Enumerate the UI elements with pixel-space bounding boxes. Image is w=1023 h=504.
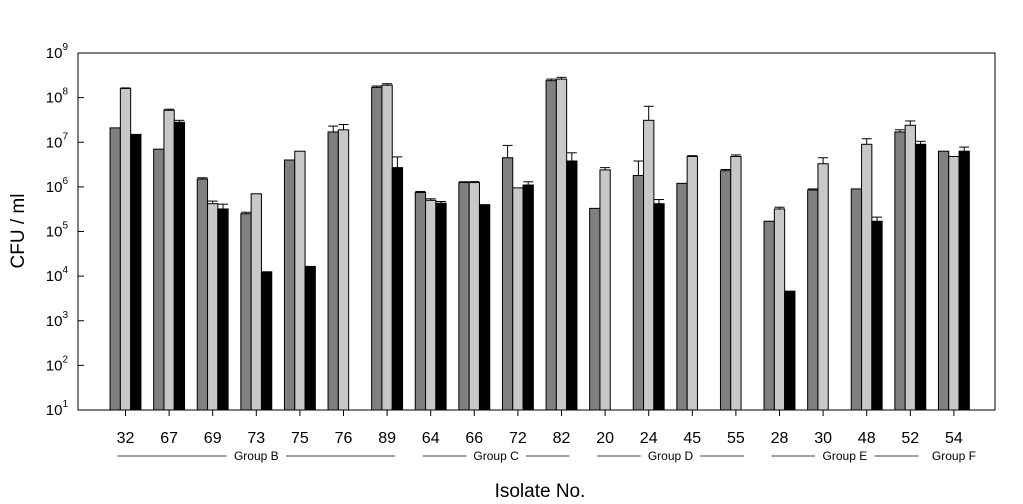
y-axis-label: CFU / ml: [8, 194, 29, 269]
y-tick-label: 101: [46, 399, 69, 419]
bar-69-s3: [217, 208, 229, 411]
bar-24-s2: [643, 119, 655, 411]
x-tick-label: 24: [640, 430, 658, 447]
y-tick-label: 103: [46, 310, 69, 330]
bar-76-s2: [337, 129, 350, 411]
bar-66-s3: [478, 204, 491, 411]
bar-72-s2: [512, 187, 524, 411]
bar-48-s3: [871, 220, 883, 411]
bar-55-s2: [730, 155, 742, 411]
bar-54-s1: [937, 150, 950, 411]
x-tick-label: 28: [771, 430, 789, 447]
bar-24-s3: [653, 203, 665, 411]
bar-89-s1: [371, 86, 383, 411]
x-tick-label: 52: [901, 430, 919, 447]
bar-48-s2: [861, 143, 873, 411]
x-tick-label: 66: [465, 430, 483, 447]
bar-32-s3: [130, 133, 142, 411]
group-label: Group D: [648, 449, 694, 463]
bar-76-s1: [327, 131, 339, 411]
bar-45-s1: [676, 182, 688, 411]
bar-72-s3: [522, 184, 534, 411]
x-tick-label: 67: [160, 430, 178, 447]
bar-48-s1: [850, 188, 863, 411]
x-tick-label: 72: [509, 430, 527, 447]
bar-52-s2: [904, 124, 916, 411]
x-tick-label: 45: [683, 430, 701, 447]
bar-45-s2: [686, 155, 698, 411]
bar-20-s1: [589, 207, 601, 411]
bar-82-s2: [555, 78, 568, 411]
x-tick-label: 89: [378, 430, 396, 447]
bar-82-s1: [545, 80, 557, 411]
group-label: Group F: [932, 449, 976, 463]
bar-32-s2: [119, 88, 132, 411]
x-tick-label: 55: [727, 430, 745, 447]
bars-layer: [109, 76, 970, 411]
bar-64-s2: [425, 199, 437, 411]
x-tick-label: 75: [291, 430, 309, 447]
bar-54-s2: [948, 155, 960, 411]
bar-69-s2: [207, 203, 219, 411]
bar-75-s1: [283, 159, 296, 411]
x-tick-label: 76: [335, 430, 353, 447]
bar-89-s3: [391, 167, 404, 411]
x-tick-label: 32: [117, 430, 135, 447]
bar-20-s2: [599, 169, 611, 411]
group-label: Group E: [823, 449, 868, 463]
y-tick-label: 102: [46, 354, 69, 374]
x-tick-label: 73: [247, 430, 265, 447]
bar-67-s3: [173, 121, 186, 411]
bar-73-s1: [240, 213, 252, 411]
bar-72-s1: [501, 157, 514, 411]
bar-73-s2: [250, 193, 262, 411]
y-tick-label: 105: [46, 221, 69, 241]
bar-32-s1: [109, 127, 121, 411]
bar-69-s1: [196, 178, 209, 411]
x-tick-label: 82: [553, 430, 571, 447]
bar-67-s1: [153, 148, 165, 411]
bar-75-s3: [304, 265, 316, 411]
x-tick-label: 48: [858, 430, 876, 447]
bar-66-s1: [458, 182, 470, 411]
group-labels: Group B Group C Group D Group E Group F: [117, 449, 976, 463]
bar-30-s1: [807, 189, 819, 411]
bar-24-s1: [632, 174, 645, 411]
y-tick-label: 104: [46, 265, 69, 285]
bar-52-s1: [894, 131, 906, 411]
x-tick-label: 64: [422, 430, 440, 447]
x-tick-label: 20: [596, 430, 614, 447]
x-axis: 32 67 69 73 75 76 89 64 66 72 82 20 24 45 55 28 30 48 52 54: [117, 410, 963, 447]
bar-30-s2: [817, 163, 829, 411]
bar-64-s1: [414, 191, 427, 411]
y-tick-label: 106: [46, 176, 69, 196]
group-label: Group B: [234, 449, 279, 463]
bar-55-s1: [719, 170, 732, 411]
bar-54-s3: [958, 150, 970, 411]
bar-28-s1: [763, 220, 775, 411]
y-tick-label: 107: [46, 131, 69, 151]
bar-28-s3: [784, 290, 796, 411]
group-label: Group C: [473, 449, 519, 463]
x-tick-label: 69: [204, 430, 222, 447]
x-axis-label: Isolate No.: [495, 481, 586, 502]
bar-28-s2: [773, 208, 786, 411]
bar-64-s3: [435, 202, 447, 411]
x-tick-label: 30: [814, 430, 832, 447]
y-tick-label: 108: [46, 87, 69, 107]
y-tick-label: 109: [46, 42, 69, 62]
bar-82-s3: [566, 160, 578, 411]
bar-67-s2: [163, 109, 175, 411]
bar-75-s2: [294, 150, 306, 411]
x-tick-label: 54: [945, 430, 963, 447]
bar-89-s2: [381, 84, 393, 411]
bar-52-s3: [914, 143, 927, 411]
bar-73-s3: [260, 271, 273, 411]
bar-66-s2: [468, 182, 480, 411]
